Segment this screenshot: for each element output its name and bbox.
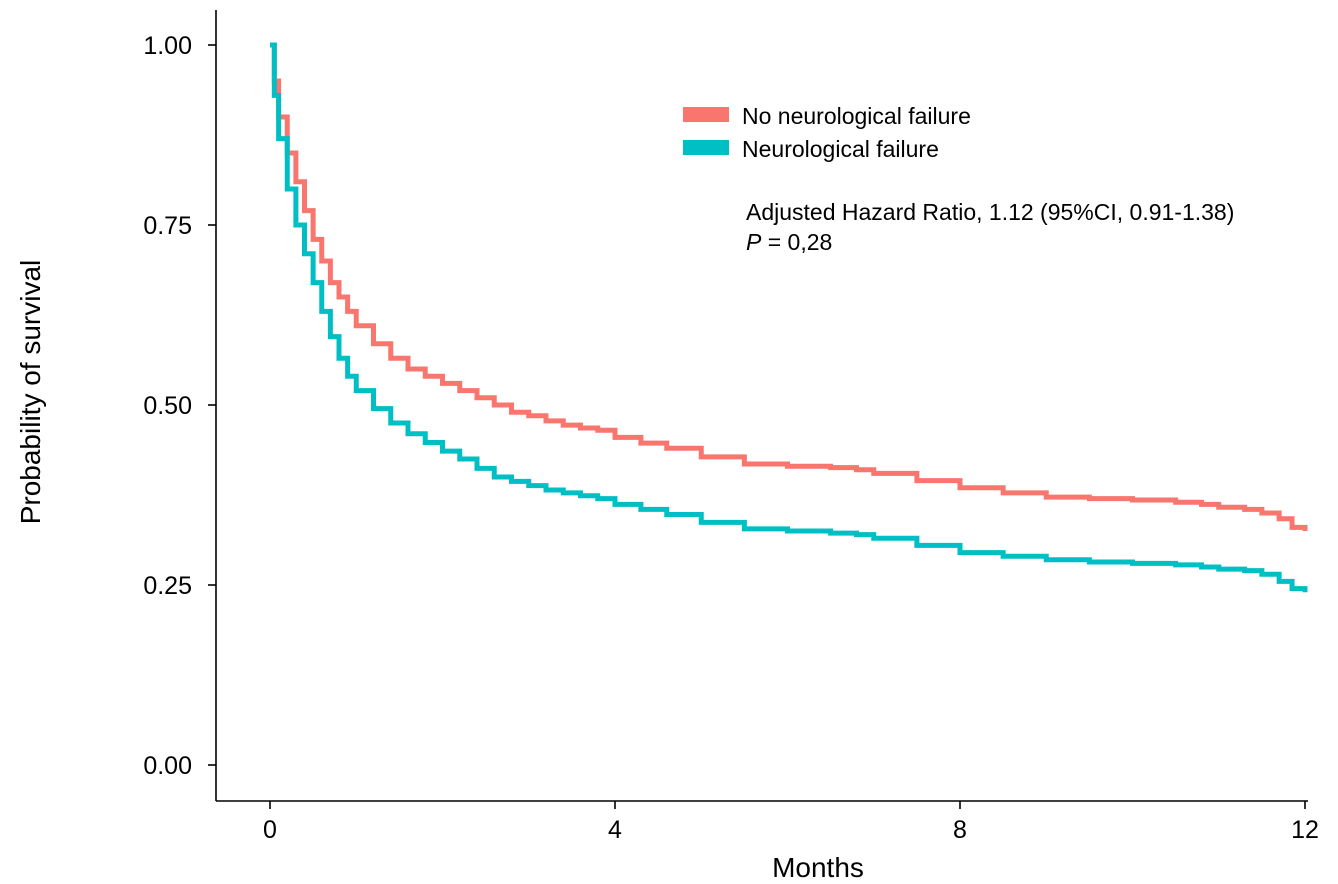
y-axis-title: Probability of survival (15, 260, 46, 525)
legend-swatch-neurological-failure (683, 140, 729, 155)
legend-label-no-neurological-failure: No neurological failure (742, 103, 971, 129)
x-tick-label: 12 (1291, 816, 1319, 844)
p-value-label: P (746, 229, 762, 255)
legend-label-neurological-failure: Neurological failure (742, 136, 939, 162)
x-tick-label: 4 (608, 816, 622, 844)
x-axis-title: Months (772, 852, 864, 883)
y-tick-label: 1.00 (143, 32, 192, 60)
y-axis-ticks: 0.00 0.25 0.50 0.75 1.00 (143, 32, 216, 780)
y-tick-label: 0.25 (143, 572, 192, 600)
y-tick-label: 0.50 (143, 392, 192, 420)
legend: No neurological failure Neurological fai… (683, 103, 971, 162)
hazard-ratio-text: Adjusted Hazard Ratio, 1.12 (95%CI, 0.91… (746, 199, 1234, 225)
p-value-number: = 0,28 (761, 229, 832, 255)
x-tick-label: 8 (953, 816, 967, 844)
hazard-ratio-annotation: Adjusted Hazard Ratio, 1.12 (95%CI, 0.91… (746, 199, 1234, 255)
y-tick-label: 0.75 (143, 212, 192, 240)
x-axis-ticks: 0 4 8 12 (263, 801, 1319, 844)
y-tick-label: 0.00 (143, 752, 192, 780)
x-tick-label: 0 (263, 816, 277, 844)
series-line-no-neurological-failure (270, 42, 1308, 531)
series-line-neurological-failure (270, 42, 1308, 593)
p-value-text: P = 0,28 (746, 229, 832, 255)
series-lines (270, 42, 1308, 593)
legend-swatch-no-neurological-failure (683, 107, 729, 122)
